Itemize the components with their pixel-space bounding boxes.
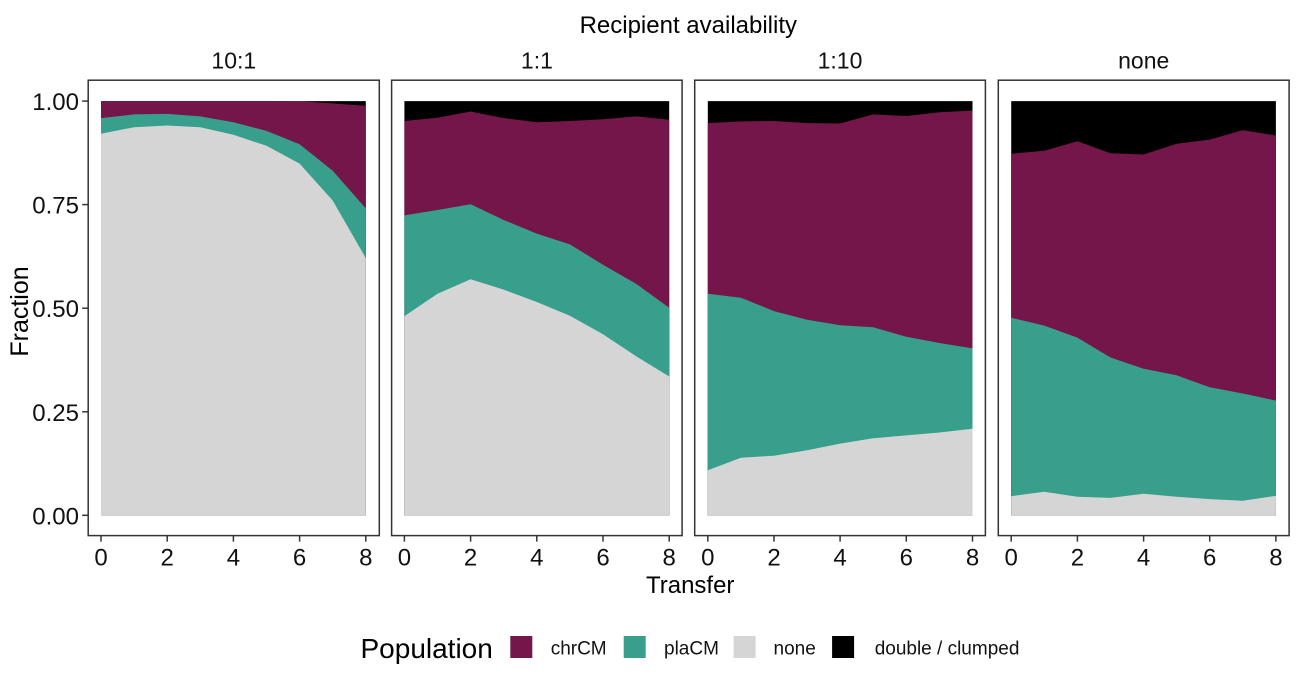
svg-text:4: 4 [1137, 544, 1150, 571]
svg-text:none: none [774, 639, 816, 660]
svg-text:0.50: 0.50 [32, 296, 79, 323]
svg-text:Population: Population [361, 633, 493, 664]
svg-text:6: 6 [900, 544, 913, 571]
svg-text:6: 6 [293, 544, 306, 571]
svg-text:4: 4 [227, 544, 240, 571]
svg-text:chrCM: chrCM [551, 639, 607, 660]
svg-text:10:1: 10:1 [211, 47, 256, 73]
svg-text:1.00: 1.00 [32, 89, 79, 116]
svg-text:none: none [1118, 47, 1169, 73]
svg-text:1:10: 1:10 [818, 47, 863, 73]
svg-text:1:1: 1:1 [521, 47, 553, 73]
svg-text:plaCM: plaCM [664, 639, 719, 660]
svg-text:0: 0 [398, 544, 411, 571]
svg-text:0.75: 0.75 [32, 193, 79, 220]
svg-text:6: 6 [1203, 544, 1216, 571]
svg-text:0: 0 [94, 544, 107, 571]
svg-text:Fraction: Fraction [6, 266, 34, 356]
svg-text:double / clumped: double / clumped [875, 639, 1020, 660]
svg-text:4: 4 [530, 544, 543, 571]
svg-text:0.00: 0.00 [32, 503, 79, 530]
svg-text:0: 0 [1005, 544, 1018, 571]
svg-text:Recipient availability: Recipient availability [580, 12, 797, 39]
svg-text:0: 0 [701, 544, 714, 571]
svg-text:8: 8 [359, 544, 372, 571]
svg-text:0.25: 0.25 [32, 400, 79, 427]
svg-text:8: 8 [663, 544, 676, 571]
svg-text:2: 2 [464, 544, 477, 571]
svg-text:2: 2 [161, 544, 174, 571]
svg-text:8: 8 [1269, 544, 1282, 571]
svg-text:6: 6 [596, 544, 609, 571]
svg-text:4: 4 [833, 544, 846, 571]
svg-text:2: 2 [1071, 544, 1084, 571]
svg-text:8: 8 [966, 544, 979, 571]
svg-text:Transfer: Transfer [646, 572, 734, 599]
svg-text:2: 2 [767, 544, 780, 571]
